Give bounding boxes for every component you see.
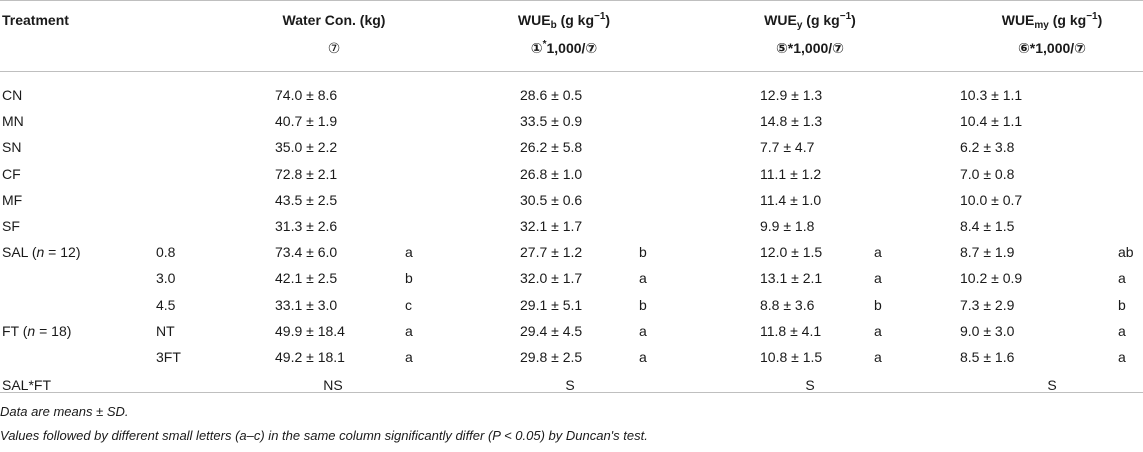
interaction-wue-y: S	[805, 377, 815, 393]
cell-wue-my: 8.5 ± 1.6	[960, 349, 1015, 365]
header-wue-y: WUEy (g kg−1)	[764, 11, 856, 31]
cell-level: 3FT	[156, 349, 181, 365]
interaction-wue-my: S	[1047, 377, 1057, 393]
cell-water-con-letter: c	[405, 297, 412, 313]
cell-water-con: 49.9 ± 18.4	[275, 323, 345, 339]
header-wue-my-formula: ⑥*1,000/⑦	[1017, 40, 1087, 56]
cell-wue-y-letter: a	[874, 270, 882, 286]
header-wue-b: WUEb (g kg−1)	[517, 11, 611, 31]
cell-wue-b: 28.6 ± 0.5	[520, 87, 583, 103]
cell-wue-my: 7.0 ± 0.8	[960, 166, 1015, 182]
cell-treatment: SF	[2, 218, 20, 234]
cell-water-con-letter: b	[405, 270, 413, 286]
cell-water-con: 43.5 ± 2.5	[275, 192, 338, 208]
cell-wue-y-letter: a	[874, 244, 882, 260]
table-note-2: Values followed by different small lette…	[0, 428, 648, 443]
cell-wue-my: 6.2 ± 3.8	[960, 139, 1015, 155]
interaction-wue-b: S	[565, 377, 575, 393]
cell-wue-my: 10.4 ± 1.1	[960, 113, 1023, 129]
cell-wue-my: 9.0 ± 3.0	[960, 323, 1015, 339]
table-bottom-rule	[0, 392, 1143, 393]
cell-wue-my: 10.0 ± 0.7	[960, 192, 1023, 208]
header-rule	[0, 71, 1143, 72]
cell-wue-y: 12.9 ± 1.3	[760, 87, 823, 103]
cell-level: 4.5	[156, 297, 176, 313]
cell-water-con: 72.8 ± 2.1	[275, 166, 338, 182]
cell-wue-y-letter: a	[874, 323, 882, 339]
cell-wue-my-letter: a	[1118, 270, 1126, 286]
cell-level: 0.8	[156, 244, 176, 260]
cell-wue-my-letter: a	[1118, 323, 1126, 339]
cell-treatment: SN	[2, 139, 22, 155]
cell-wue-b: 27.7 ± 1.2	[520, 244, 583, 260]
cell-treatment: MF	[2, 192, 23, 208]
cell-wue-my: 10.2 ± 0.9	[960, 270, 1023, 286]
cell-water-con: 33.1 ± 3.0	[275, 297, 338, 313]
interaction-treatment: SAL*FT	[2, 377, 52, 393]
cell-wue-y-letter: a	[874, 349, 882, 365]
cell-wue-y: 8.8 ± 3.6	[760, 297, 815, 313]
header-wue-b-formula: ①*1,000/⑦	[530, 39, 598, 56]
cell-wue-y: 14.8 ± 1.3	[760, 113, 823, 129]
cell-wue-b-letter: a	[639, 270, 647, 286]
cell-treatment: MN	[2, 113, 24, 129]
cell-wue-y: 13.1 ± 2.1	[760, 270, 823, 286]
cell-wue-b: 29.4 ± 4.5	[520, 323, 583, 339]
cell-treatment: SAL (n = 12)	[2, 244, 81, 260]
cell-wue-y: 11.4 ± 1.0	[760, 192, 822, 208]
cell-wue-y: 9.9 ± 1.8	[760, 218, 815, 234]
cell-wue-y: 7.7 ± 4.7	[760, 139, 815, 155]
cell-wue-b: 29.1 ± 5.1	[520, 297, 583, 313]
header-treatment: Treatment	[2, 12, 69, 28]
cell-level: 3.0	[156, 270, 176, 286]
cell-wue-my: 10.3 ± 1.1	[960, 87, 1023, 103]
cell-wue-b: 26.2 ± 5.8	[520, 139, 583, 155]
cell-wue-b: 30.5 ± 0.6	[520, 192, 583, 208]
cell-wue-b: 33.5 ± 0.9	[520, 113, 583, 129]
cell-wue-my: 7.3 ± 2.9	[960, 297, 1015, 313]
cell-level: NT	[156, 323, 175, 339]
cell-water-con: 40.7 ± 1.9	[275, 113, 338, 129]
cell-wue-y-letter: b	[874, 297, 882, 313]
cell-water-con-letter: a	[405, 323, 413, 339]
cell-wue-b: 32.0 ± 1.7	[520, 270, 583, 286]
header-wue-my: WUEmy (g kg−1)	[1001, 11, 1103, 31]
table-top-rule	[0, 0, 1143, 1]
cell-wue-my: 8.7 ± 1.9	[960, 244, 1015, 260]
interaction-water-con: NS	[323, 377, 343, 393]
cell-wue-b-letter: b	[639, 297, 647, 313]
cell-wue-b-letter: a	[639, 323, 647, 339]
cell-wue-b: 26.8 ± 1.0	[520, 166, 583, 182]
cell-wue-y: 11.8 ± 4.1	[760, 323, 822, 339]
cell-water-con-letter: a	[405, 349, 413, 365]
cell-wue-my-letter: b	[1118, 297, 1126, 313]
table-note-1: Data are means ± SD.	[0, 404, 129, 419]
header-wue-y-formula: ⑤*1,000/⑦	[775, 40, 845, 56]
cell-wue-b-letter: b	[639, 244, 647, 260]
cell-water-con: 31.3 ± 2.6	[275, 218, 338, 234]
cell-wue-my-letter: ab	[1118, 244, 1134, 260]
cell-water-con: 42.1 ± 2.5	[275, 270, 338, 286]
cell-wue-y: 12.0 ± 1.5	[760, 244, 823, 260]
header-water-con-symbol: ⑦	[327, 40, 341, 56]
cell-water-con: 74.0 ± 8.6	[275, 87, 338, 103]
cell-wue-b-letter: a	[639, 349, 647, 365]
cell-wue-my-letter: a	[1118, 349, 1126, 365]
cell-wue-y: 11.1 ± 1.2	[760, 166, 822, 182]
cell-water-con-letter: a	[405, 244, 413, 260]
cell-treatment: CF	[2, 166, 21, 182]
cell-water-con: 49.2 ± 18.1	[275, 349, 345, 365]
cell-water-con: 35.0 ± 2.2	[275, 139, 338, 155]
cell-treatment: CN	[2, 87, 23, 103]
cell-treatment: FT (n = 18)	[2, 323, 72, 339]
cell-wue-my: 8.4 ± 1.5	[960, 218, 1015, 234]
cell-wue-y: 10.8 ± 1.5	[760, 349, 823, 365]
header-water-con: Water Con. (kg)	[282, 12, 386, 28]
cell-water-con: 73.4 ± 6.0	[275, 244, 338, 260]
cell-wue-b: 32.1 ± 1.7	[520, 218, 583, 234]
cell-wue-b: 29.8 ± 2.5	[520, 349, 583, 365]
